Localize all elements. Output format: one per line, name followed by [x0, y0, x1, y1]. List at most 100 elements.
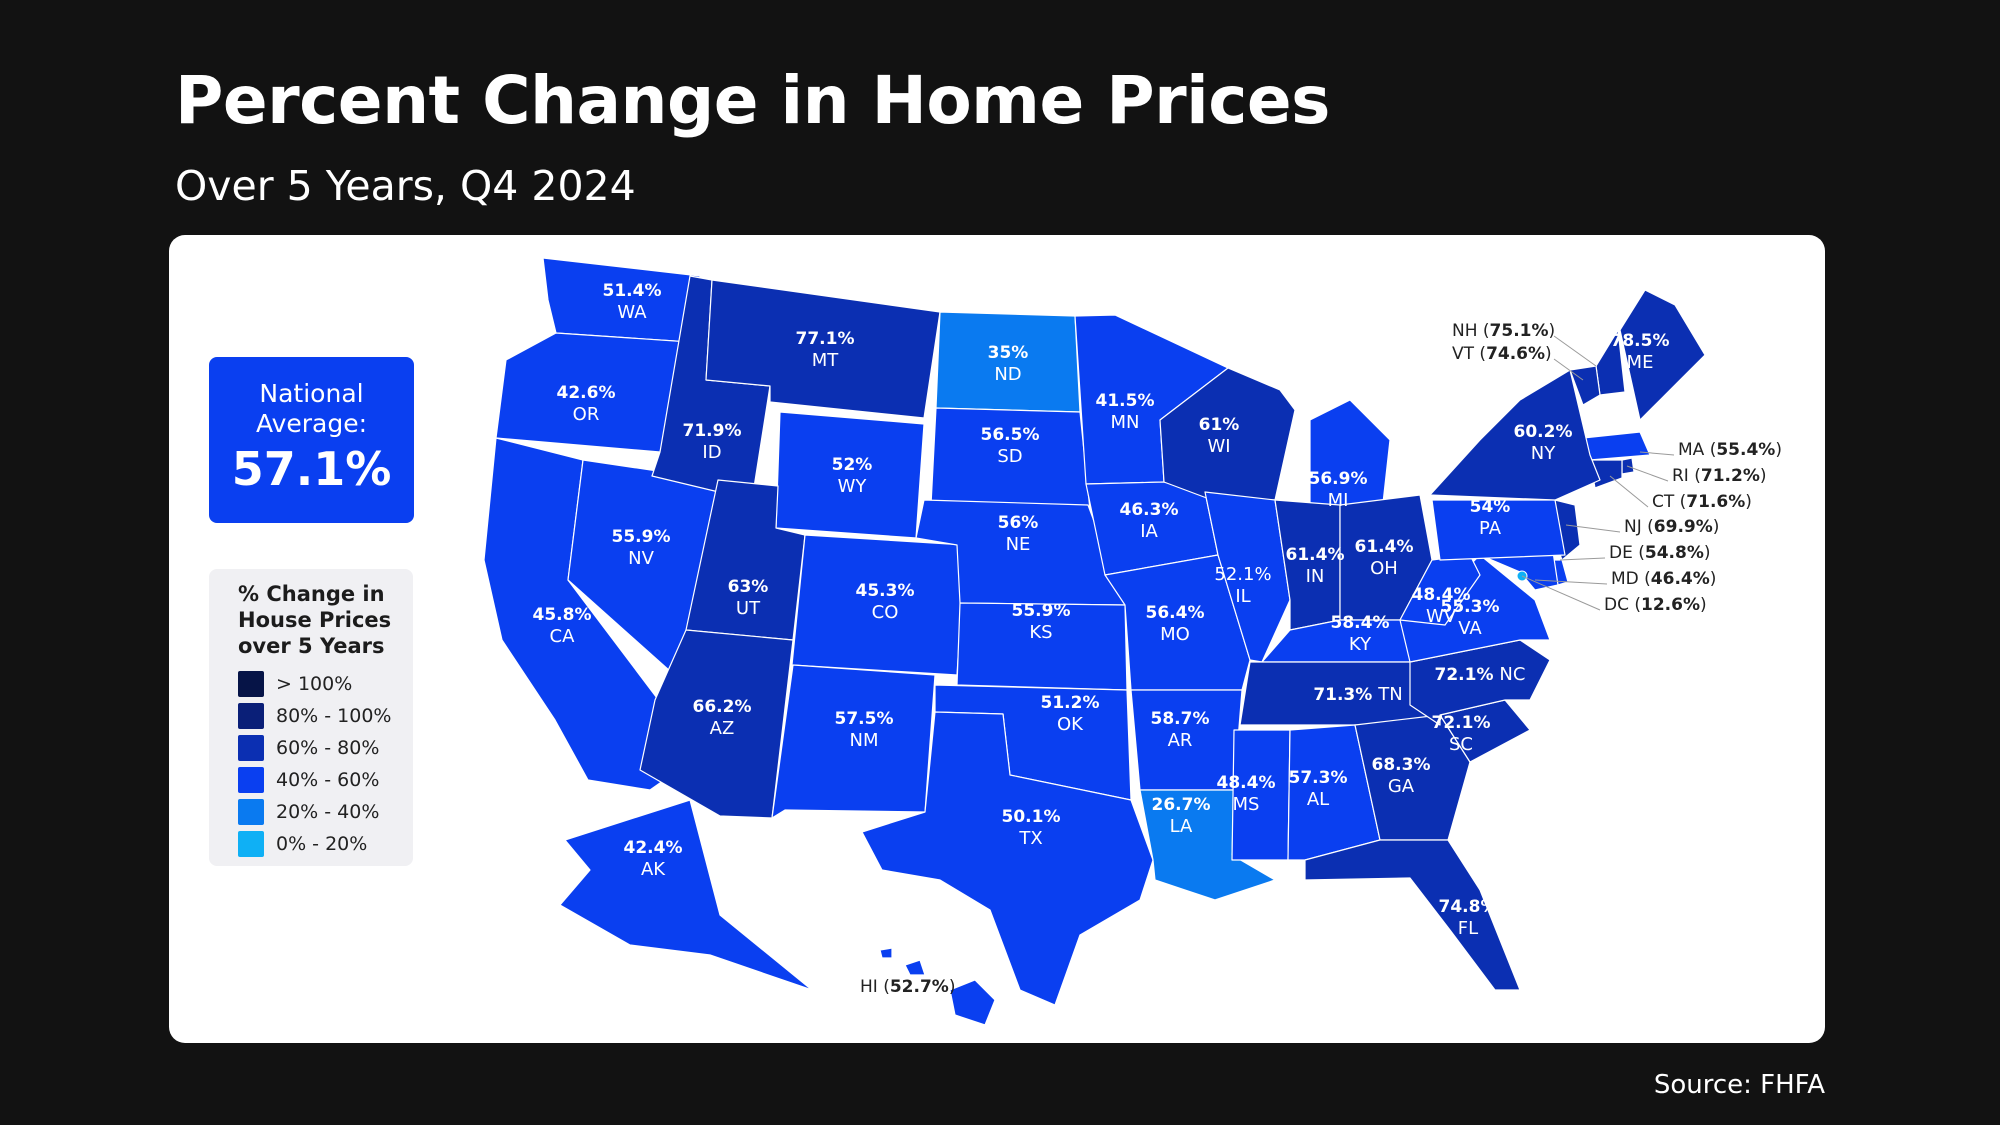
state-me	[1619, 289, 1706, 421]
state-label-nc: 72.1% NC	[1435, 664, 1526, 685]
state-code-ca: CA	[550, 626, 576, 647]
source-note: Source: FHFA	[1653, 1070, 1825, 1100]
legend-label: > 100%	[276, 673, 353, 695]
state-wi	[1159, 367, 1296, 501]
state-value-ak: 42.4%	[624, 838, 683, 858]
state-value-ny: 60.2%	[1514, 422, 1573, 442]
state-fl	[1304, 839, 1521, 991]
state-value-sd: 56.5%	[981, 425, 1040, 445]
callout-label-ma: MA (55.4%)	[1678, 440, 1782, 460]
state-pa	[1431, 499, 1566, 561]
state-value-nm: 57.5%	[835, 709, 894, 729]
callout-label-vt: VT (74.6%)	[1452, 344, 1552, 364]
state-code-co: CO	[872, 602, 899, 623]
state-code-ne: NE	[1006, 534, 1031, 555]
state-value-nv: 55.9%	[612, 527, 671, 547]
legend-label: 40% - 60%	[276, 769, 380, 791]
state-az	[639, 629, 794, 819]
callout-line-ma	[1639, 451, 1675, 456]
state-code-nv: NV	[628, 548, 654, 569]
state-value-mn: 41.5%	[1096, 391, 1155, 411]
state-value-ia: 46.3%	[1120, 500, 1179, 520]
state-code-sc: SC	[1449, 734, 1473, 755]
state-code-ar: AR	[1168, 730, 1193, 751]
state-code-nd: ND	[994, 364, 1021, 385]
callout-line-ct	[1609, 475, 1649, 508]
callout-line-de	[1559, 557, 1606, 561]
state-code-id: ID	[702, 442, 721, 463]
state-code-in: IN	[1306, 566, 1325, 587]
state-code-ok: OK	[1057, 714, 1084, 735]
state-value-ar: 58.7%	[1151, 709, 1210, 729]
callout-label-nh: NH (75.1%)	[1452, 321, 1555, 341]
state-nc	[1409, 639, 1551, 726]
callout-line-vt	[1553, 358, 1584, 381]
legend-label: 0% - 20%	[276, 833, 368, 855]
state-value-ks: 55.9%	[1012, 601, 1071, 621]
state-value-il: 52.1%	[1214, 564, 1271, 585]
page-title: Percent Change in Home Prices	[175, 62, 1330, 139]
callout-line-nh	[1553, 335, 1597, 367]
state-code-wv: WV	[1426, 606, 1457, 627]
state-value-ms: 48.4%	[1217, 773, 1276, 793]
page-subtitle: Over 5 Years, Q4 2024	[175, 162, 636, 210]
state-value-wa: 51.4%	[603, 281, 662, 301]
callout-line-md	[1534, 579, 1608, 585]
callout-line-ri	[1626, 465, 1669, 482]
callout-line-nj	[1565, 524, 1621, 533]
callout-label-dc: DC (12.6%)	[1604, 595, 1707, 615]
state-code-ut: UT	[736, 598, 761, 619]
state-code-ga: GA	[1388, 776, 1415, 797]
state-nm	[771, 664, 936, 819]
state-code-fl: FL	[1458, 918, 1478, 939]
state-value-me: 78.5%	[1611, 331, 1670, 351]
callout-label-nj: NJ (69.9%)	[1624, 517, 1719, 537]
legend: % Change in House Prices over 5 Years > …	[209, 569, 413, 866]
state-wy	[775, 411, 925, 539]
state-value-wv: 48.4%	[1412, 585, 1471, 605]
callout-label-ct: CT (71.6%)	[1652, 492, 1752, 512]
state-value-oh: 61.4%	[1355, 537, 1414, 557]
legend-title: % Change in House Prices over 5 Years	[238, 582, 392, 658]
legend-label: 20% - 40%	[276, 801, 380, 823]
state-code-wi: WI	[1207, 436, 1230, 457]
state-value-mi: 56.9%	[1309, 469, 1368, 489]
state-wv	[1399, 554, 1481, 626]
state-code-la: LA	[1170, 816, 1193, 837]
state-value-mt: 77.1%	[796, 329, 855, 349]
state-labels: 51.4%WA42.6%OR45.8%CA55.9%NV71.9%ID77.1%…	[533, 281, 1670, 939]
legend-label: 80% - 100%	[276, 705, 392, 727]
state-code-pa: PA	[1479, 518, 1502, 539]
callout-label-hi: HI (52.7%)	[860, 977, 955, 997]
state-code-al: AL	[1307, 789, 1329, 810]
state-or	[495, 332, 691, 453]
national-average-label: National Average:	[255, 379, 368, 438]
state-code-me: ME	[1627, 352, 1654, 373]
state-code-or: OR	[573, 404, 600, 425]
state-value-id: 71.9%	[683, 421, 742, 441]
state-value-ut: 63%	[728, 577, 769, 597]
state-code-ia: IA	[1140, 521, 1158, 542]
legend-swatch	[238, 799, 264, 825]
state-value-or: 42.6%	[557, 383, 616, 403]
state-code-ms: MS	[1233, 794, 1260, 815]
state-code-wy: WY	[838, 476, 868, 497]
state-tx	[861, 711, 1154, 1006]
state-code-ky: KY	[1349, 634, 1372, 655]
state-value-tx: 50.1%	[1002, 807, 1061, 827]
legend-label: 60% - 80%	[276, 737, 380, 759]
state-code-nm: NM	[850, 730, 879, 751]
state-value-wi: 61%	[1199, 415, 1240, 435]
state-value-sc: 72.1%	[1432, 713, 1491, 733]
callout-labels: NH (75.1%) VT (74.6%) MA (55.4%) RI (71.2%)…	[860, 321, 1782, 997]
state-code-mt: MT	[812, 350, 840, 371]
state-value-nd: 35%	[988, 343, 1029, 363]
state-code-ak: AK	[641, 859, 666, 880]
state-ga	[1354, 714, 1471, 841]
state-label-tn: 71.3% TN	[1313, 684, 1402, 705]
state-value-al: 57.3%	[1289, 768, 1348, 788]
legend-swatch	[238, 671, 264, 697]
state-code-il: IL	[1235, 586, 1250, 607]
state-value-co: 45.3%	[856, 581, 915, 601]
national-average-box: National Average: 57.1%	[209, 357, 414, 523]
